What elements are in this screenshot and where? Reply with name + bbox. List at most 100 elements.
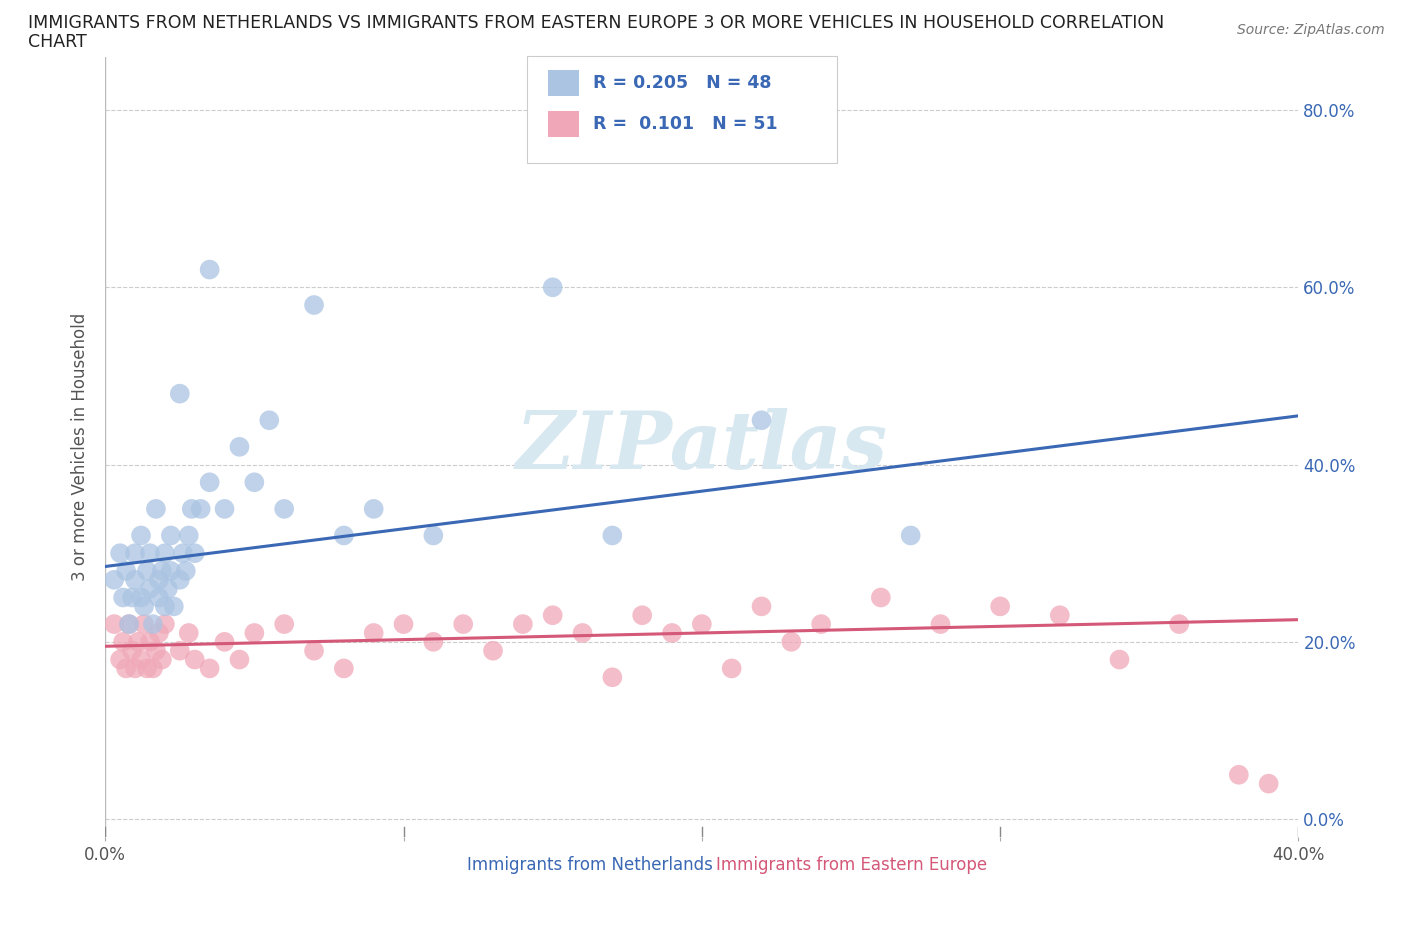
Point — [541, 608, 564, 623]
Point — [121, 644, 143, 658]
Point — [273, 617, 295, 631]
Point — [363, 626, 385, 641]
Point — [156, 581, 179, 596]
Point — [900, 528, 922, 543]
Point — [451, 617, 474, 631]
Text: IMMIGRANTS FROM NETHERLANDS VS IMMIGRANTS FROM EASTERN EUROPE 3 OR MORE VEHICLES: IMMIGRANTS FROM NETHERLANDS VS IMMIGRANT… — [28, 14, 1164, 32]
Point — [160, 564, 183, 578]
Point — [929, 617, 952, 631]
Point — [1227, 767, 1250, 782]
Point — [160, 528, 183, 543]
Point — [139, 581, 162, 596]
Point — [129, 652, 152, 667]
Point — [132, 617, 155, 631]
Point — [273, 501, 295, 516]
Y-axis label: 3 or more Vehicles in Household: 3 or more Vehicles in Household — [72, 312, 89, 581]
Point — [1108, 652, 1130, 667]
Point — [869, 590, 891, 604]
Point — [145, 644, 167, 658]
Point — [169, 386, 191, 401]
Point — [142, 661, 165, 676]
Point — [112, 590, 135, 604]
Point — [132, 599, 155, 614]
Point — [228, 439, 250, 454]
Point — [190, 501, 212, 516]
Point — [720, 661, 742, 676]
Point — [422, 634, 444, 649]
Point — [108, 652, 131, 667]
Point — [810, 617, 832, 631]
Point — [145, 501, 167, 516]
Text: Immigrants from Netherlands: Immigrants from Netherlands — [467, 856, 713, 874]
Point — [482, 644, 505, 658]
Point — [163, 599, 186, 614]
Point — [333, 661, 356, 676]
Point — [198, 475, 221, 490]
Point — [153, 617, 176, 631]
Point — [136, 564, 159, 578]
Point — [136, 661, 159, 676]
Point — [751, 599, 773, 614]
Point — [112, 634, 135, 649]
Point — [259, 413, 281, 428]
Point — [302, 298, 325, 312]
Point — [180, 501, 202, 516]
Point — [661, 626, 683, 641]
Point — [214, 501, 236, 516]
Point — [422, 528, 444, 543]
Point — [243, 475, 266, 490]
Point — [751, 413, 773, 428]
Point — [148, 590, 170, 604]
Point — [363, 501, 385, 516]
Point — [243, 626, 266, 641]
Point — [183, 546, 205, 561]
Point — [124, 572, 146, 587]
Text: R = 0.205   N = 48: R = 0.205 N = 48 — [593, 73, 772, 92]
Point — [129, 590, 152, 604]
Point — [103, 572, 125, 587]
Point — [1049, 608, 1071, 623]
Point — [302, 644, 325, 658]
Point — [214, 634, 236, 649]
Point — [118, 617, 141, 631]
Point — [129, 528, 152, 543]
Point — [602, 528, 624, 543]
Point — [169, 572, 191, 587]
Point — [988, 599, 1011, 614]
Point — [541, 280, 564, 295]
Point — [228, 652, 250, 667]
Point — [1168, 617, 1191, 631]
Point — [118, 617, 141, 631]
Point — [127, 634, 149, 649]
Point — [169, 644, 191, 658]
Point — [177, 528, 200, 543]
Point — [571, 626, 593, 641]
Text: CHART: CHART — [28, 33, 87, 50]
Point — [150, 652, 173, 667]
Point — [198, 661, 221, 676]
Point — [333, 528, 356, 543]
Point — [602, 670, 624, 684]
Point — [124, 546, 146, 561]
Point — [1257, 777, 1279, 791]
Point — [108, 546, 131, 561]
Text: ZIPatlas: ZIPatlas — [516, 408, 889, 485]
Point — [139, 634, 162, 649]
Point — [631, 608, 654, 623]
Point — [177, 626, 200, 641]
Point — [392, 617, 415, 631]
Point — [103, 617, 125, 631]
Point — [153, 599, 176, 614]
Point — [148, 572, 170, 587]
Point — [115, 661, 138, 676]
Point — [690, 617, 713, 631]
Point — [148, 626, 170, 641]
Point — [139, 546, 162, 561]
Point — [142, 617, 165, 631]
Text: Immigrants from Eastern Europe: Immigrants from Eastern Europe — [716, 856, 987, 874]
Point — [183, 652, 205, 667]
Point — [172, 546, 194, 561]
Point — [512, 617, 534, 631]
Point — [121, 590, 143, 604]
Text: R =  0.101   N = 51: R = 0.101 N = 51 — [593, 114, 778, 133]
